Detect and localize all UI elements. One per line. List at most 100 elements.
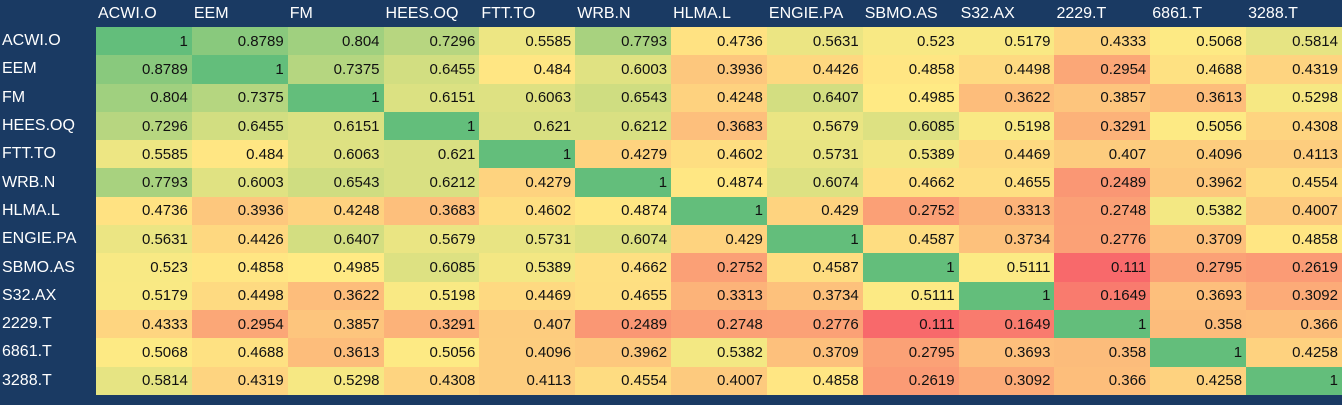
heatmap-cell: 0.4279 [479,168,576,197]
heatmap-cell: 0.5179 [958,27,1055,56]
column-header: ACWI.O [96,0,192,27]
heatmap-cell: 0.366 [1246,309,1342,339]
heatmap-cell: 1 [958,281,1055,310]
heatmap-cell: 0.358 [1054,338,1151,367]
heatmap-cell: 0.5679 [766,111,863,141]
heatmap-cell: 0.4498 [958,55,1055,84]
heatmap-cell: 0.2776 [766,309,863,339]
heatmap-cell: 0.4426 [191,225,288,254]
row-header: EEM [0,55,96,84]
row-header: FM [0,83,96,112]
heatmap-cell: 0.1649 [1054,281,1151,310]
heatmap-cell: 0.2954 [191,309,288,339]
heatmap-cell: 0.358 [1150,309,1247,339]
heatmap-cell: 0.4426 [766,55,863,84]
heatmap-cell: 0.6407 [766,83,863,112]
heatmap-cell: 0.407 [1054,140,1151,169]
column-header: SBMO.AS [862,0,959,27]
heatmap-cell: 0.6085 [862,111,959,141]
heatmap-cell: 0.3313 [958,196,1055,226]
heatmap-cell: 0.6085 [383,253,480,282]
heatmap-cell: 0.2795 [1150,253,1247,282]
heatmap-cell: 0.4858 [862,55,959,84]
heatmap-cell: 0.4113 [479,366,576,395]
heatmap-cell: 0.3622 [958,83,1055,112]
heatmap-cell: 1 [191,55,288,84]
heatmap-cell: 0.3709 [766,338,863,367]
heatmap-cell: 0.4007 [671,366,767,395]
heatmap-cell: 0.5068 [1150,27,1247,56]
heatmap-cell: 0.5814 [96,366,192,395]
heatmap-cell: 0.8789 [96,55,192,84]
heatmap-cell: 0.4113 [1246,140,1342,169]
heatmap-cell: 0.6407 [287,225,384,254]
heatmap-cell: 1 [575,168,672,197]
heatmap-cell: 0.4308 [1246,111,1342,141]
heatmap-cell: 0.4874 [671,168,767,197]
heatmap-cell: 0.3857 [1054,83,1151,112]
heatmap-cell: 0.5179 [96,281,192,310]
heatmap-cell: 0.4688 [191,338,288,367]
heatmap-cell: 0.7296 [383,27,480,56]
heatmap-cell: 0.4874 [575,196,672,226]
heatmap-cell: 0.4258 [1150,366,1247,395]
heatmap-cell: 0.2795 [862,338,959,367]
heatmap-cell: 0.6074 [575,225,672,254]
heatmap-cell: 0.4985 [862,83,959,112]
heatmap-cell: 0.429 [671,225,767,254]
column-header: 3288.T [1246,0,1342,27]
heatmap-cell: 0.3857 [287,309,384,339]
heatmap-cell: 0.5056 [383,338,480,367]
heatmap-cell: 0.4248 [287,196,384,226]
heatmap-cell: 0.5298 [287,366,384,395]
row-header: HEES.OQ [0,111,96,141]
heatmap-cell: 0.4736 [671,27,767,56]
heatmap-cell: 0.4498 [191,281,288,310]
heatmap-cell: 0.4662 [575,253,672,282]
heatmap-cell: 1 [479,140,576,169]
heatmap-cell: 0.4602 [479,196,576,226]
heatmap-cell: 0.3936 [671,55,767,84]
heatmap-cell: 0.621 [383,140,480,169]
heatmap-cell: 0.3291 [1054,111,1151,141]
heatmap-cell: 0.7296 [96,111,192,141]
heatmap-cell: 0.3709 [1150,225,1247,254]
column-header: FTT.TO [479,0,576,27]
heatmap-cell: 0.5631 [766,27,863,56]
heatmap-cell: 0.804 [96,83,192,112]
heatmap-cell: 0.4858 [191,253,288,282]
heatmap-cell: 0.2954 [1054,55,1151,84]
heatmap-cell: 0.407 [479,309,576,339]
heatmap-cell: 0.6151 [383,83,480,112]
heatmap-cell: 0.4655 [958,168,1055,197]
heatmap-cell: 0.4587 [766,253,863,282]
heatmap-cell: 0.7793 [575,27,672,56]
column-header: HEES.OQ [383,0,480,27]
table-row: FTT.TO 0.5585 0.484 0.6063 0.621 1 0.4279 0.460… [0,140,1342,169]
heatmap-cell: 0.5298 [1246,83,1342,112]
heatmap-cell: 1 [1054,309,1151,339]
heatmap-cell: 0.4248 [671,83,767,112]
heatmap-cell: 0.3613 [287,338,384,367]
heatmap-cell: 0.4736 [96,196,192,226]
table-row: HEES.OQ 0.7296 0.6455 0.6151 1 0.621 0.6212 0.3… [0,111,1342,141]
row-header: 3288.T [0,366,96,395]
heatmap-cell: 0.5056 [1150,111,1247,141]
heatmap-cell: 0.4602 [671,140,767,169]
heatmap-cell: 0.484 [191,140,288,169]
heatmap-cell: 0.5111 [958,253,1055,282]
row-header: WRB.N [0,168,96,197]
heatmap-cell: 0.3683 [383,196,480,226]
heatmap-cell: 0.5111 [862,281,959,310]
row-header: S32.AX [0,281,96,310]
heatmap-cell: 0.6063 [479,83,576,112]
heatmap-cell: 0.7375 [191,83,288,112]
heatmap-cell: 0.3693 [1150,281,1247,310]
heatmap-cell: 0.5731 [766,140,863,169]
column-header: FM [287,0,384,27]
heatmap-cell: 0.523 [862,27,959,56]
heatmap-cell: 0.6212 [383,168,480,197]
table-row: WRB.N 0.7793 0.6003 0.6543 0.6212 0.4279 1 0.48… [0,168,1342,197]
heatmap-cell: 0.2619 [1246,253,1342,282]
heatmap-cell: 0.4587 [862,225,959,254]
